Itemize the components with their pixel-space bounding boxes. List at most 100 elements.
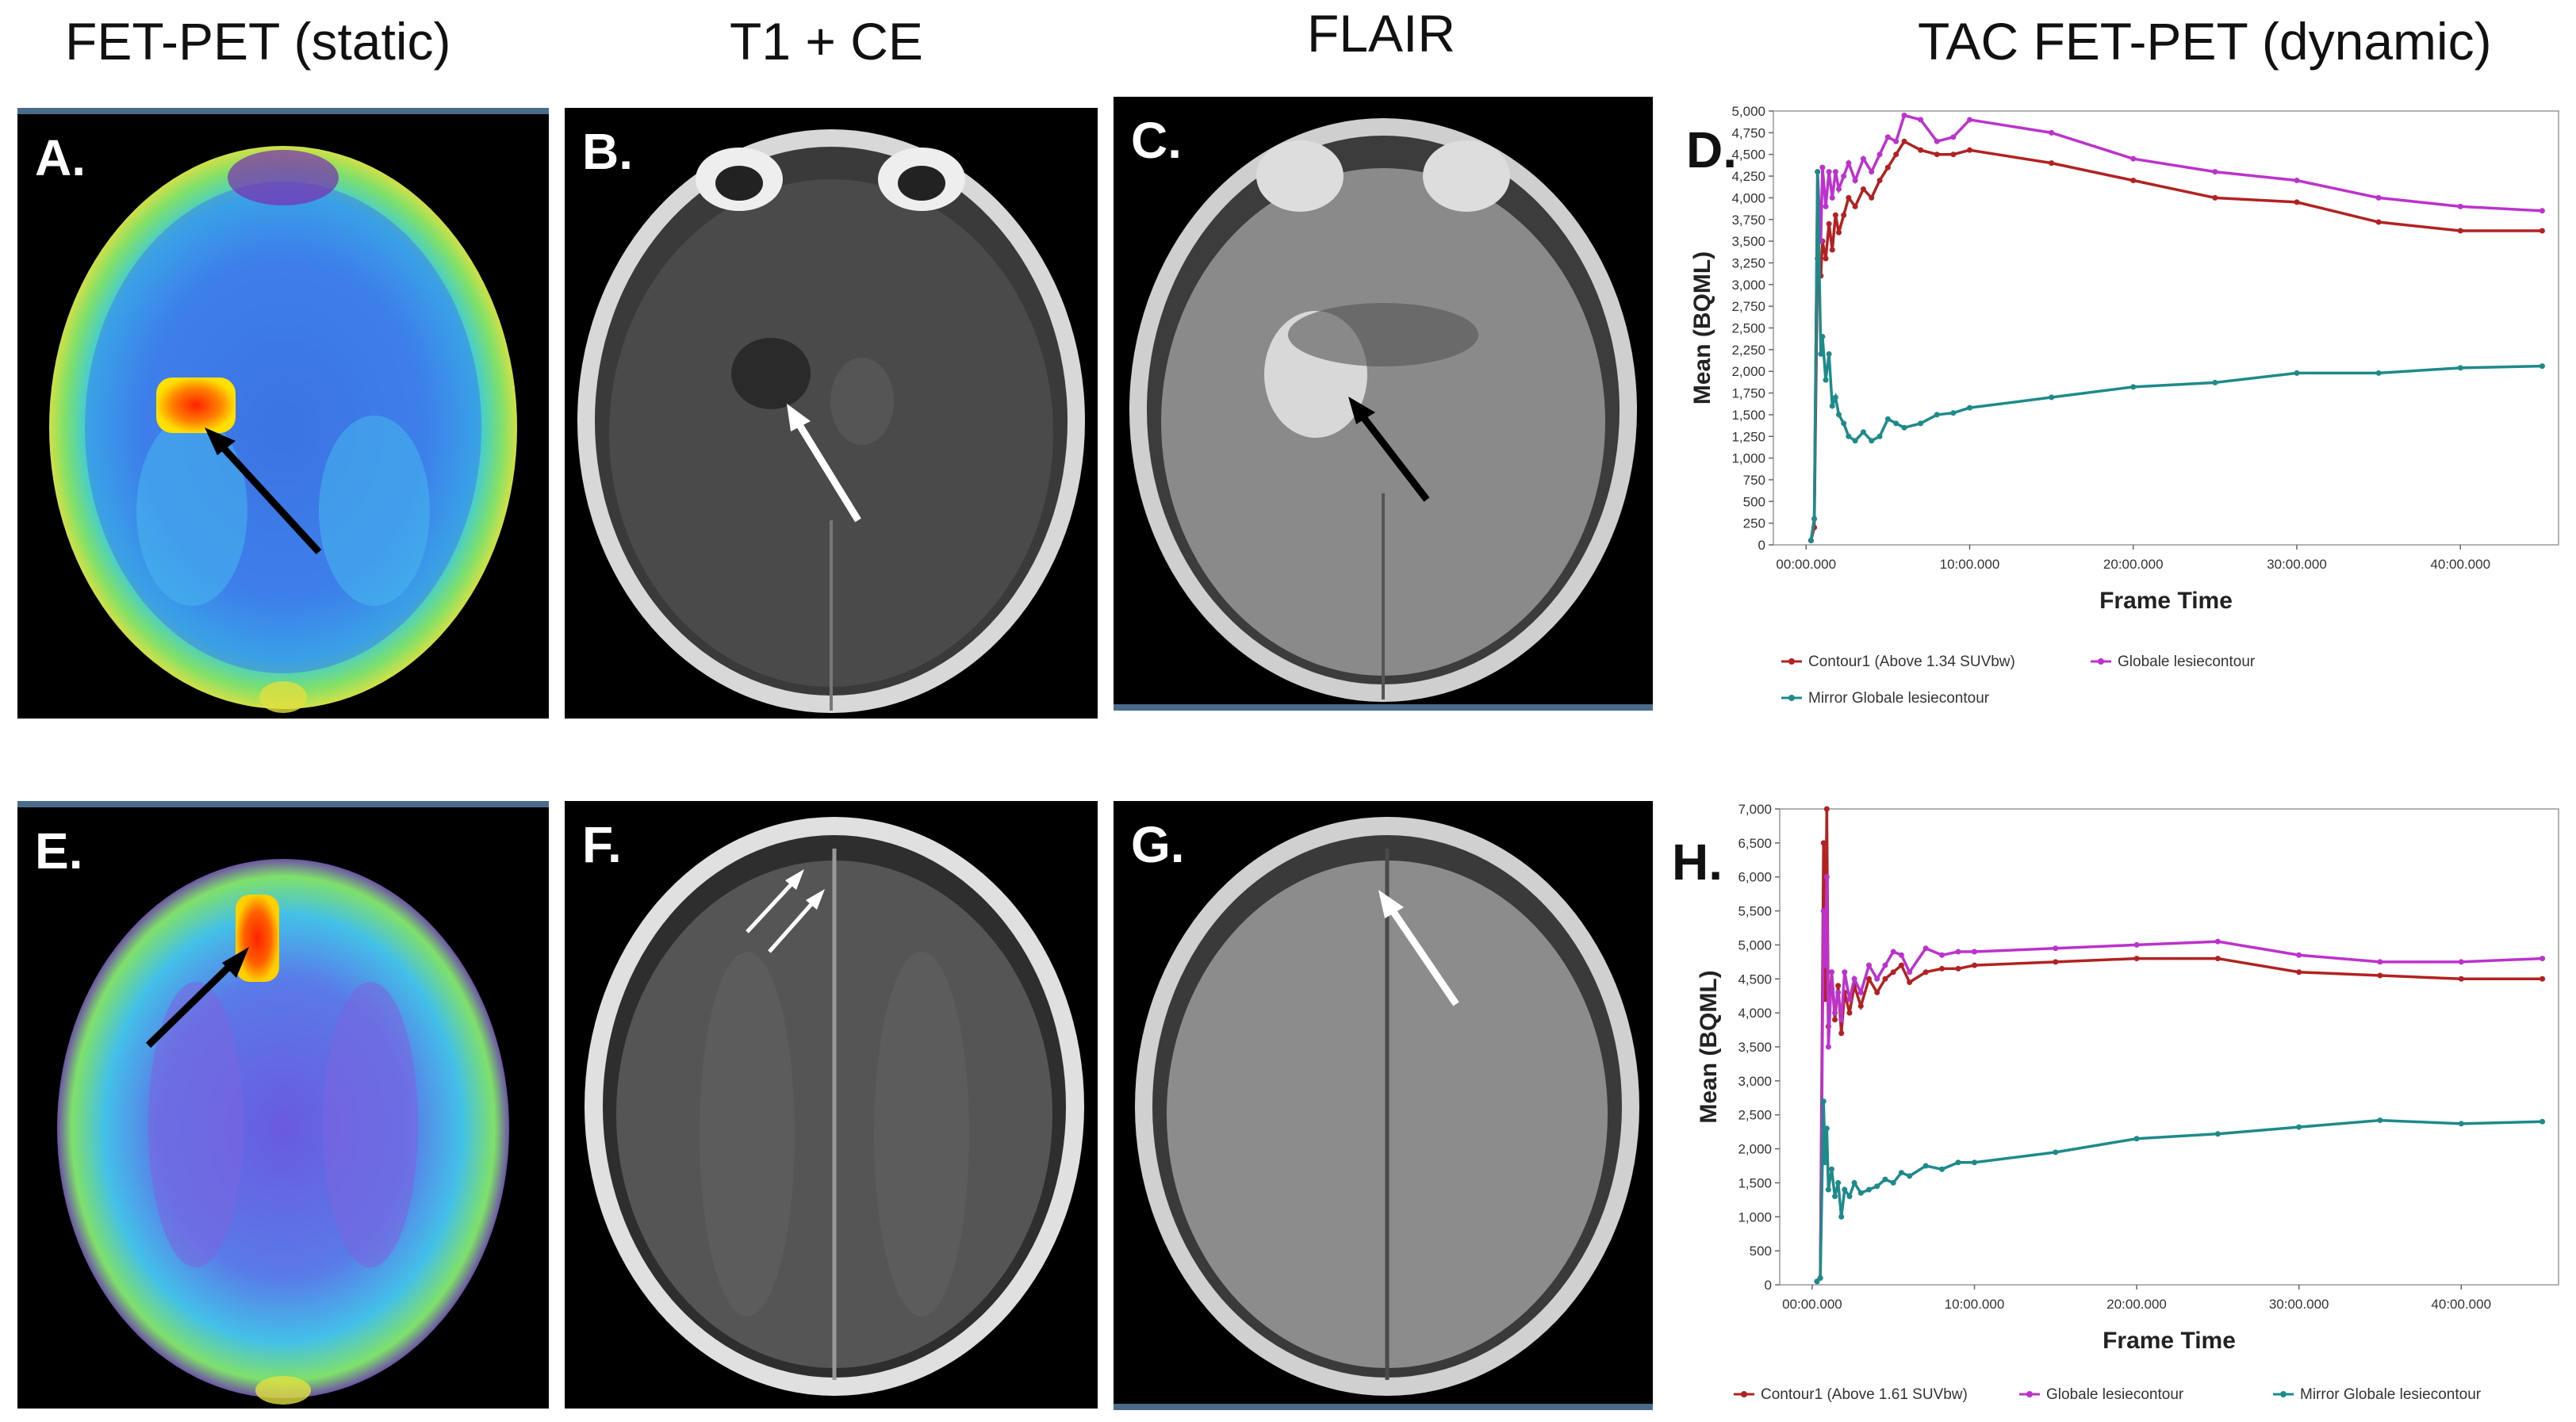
panel-label-a: A. (35, 129, 86, 186)
data-point-1 (1825, 1044, 1831, 1050)
data-point-2 (1874, 1183, 1880, 1190)
data-point-1 (2377, 959, 2383, 965)
legend-label-0: Contour1 (Above 1.34 SUVbw) (1808, 654, 2015, 670)
data-point-1 (1832, 1010, 1838, 1016)
data-point-1 (1890, 949, 1896, 955)
y-tick-label: 4,750 (1731, 125, 1765, 140)
data-point-1 (2049, 129, 2055, 136)
tac-chart-h: 0 500 1,000 1,500 2,000 2,500 3,000 3,500 4,000 4… (1696, 802, 2559, 1403)
data-point-2 (1882, 1176, 1888, 1182)
y-tick-label: 0 (1765, 1278, 1772, 1293)
data-point-0 (1934, 151, 1940, 158)
data-point-2 (2212, 379, 2218, 385)
pet-brain-image (49, 146, 517, 713)
data-point-2 (1841, 420, 1847, 427)
data-point-2 (1811, 516, 1818, 522)
data-point-1 (1846, 996, 1853, 1002)
data-point-1 (1898, 952, 1904, 958)
data-point-0 (1846, 194, 1852, 201)
legend-label-0: Contour1 (Above 1.61 SUVbw) (1761, 1386, 1968, 1403)
data-point-1 (2539, 208, 2545, 214)
y-tick-label: 4,500 (1738, 972, 1772, 987)
column-title-fet-pet: FET-PET (static) (65, 12, 451, 71)
x-tick-label: 20:00.000 (2106, 1297, 2167, 1312)
y-tick-label: 3,000 (1738, 1074, 1772, 1089)
data-point-1 (1822, 962, 1828, 968)
pet-image-panel-a: A. (17, 114, 549, 719)
data-point-1 (1874, 975, 1880, 982)
data-point-2 (1832, 394, 1838, 401)
flair-image-panel-g: G. (1114, 801, 1653, 1409)
data-point-0 (1918, 147, 1924, 153)
legend-label-1: Globale lesiecontour (2118, 654, 2256, 670)
t1-image-panel-f: F. (565, 801, 1098, 1409)
data-point-0 (1939, 965, 1945, 972)
data-point-2 (2214, 1131, 2221, 1137)
data-point-0 (2377, 972, 2383, 979)
y-tick-label: 4,250 (1731, 169, 1765, 184)
data-point-0 (1893, 151, 1899, 158)
data-point-0 (1836, 229, 1842, 236)
y-tick-label: 1,500 (1738, 1175, 1772, 1190)
x-tick-label: 10:00.000 (1940, 557, 2000, 572)
data-point-2 (2458, 1121, 2464, 1127)
data-point-1 (2053, 945, 2059, 952)
y-tick-label: 3,500 (1738, 1040, 1772, 1055)
pet-header-bar (17, 108, 549, 114)
data-point-1 (1866, 962, 1873, 968)
y-tick-label: 250 (1743, 516, 1765, 531)
x-tick-label: 00:00.000 (1782, 1297, 1842, 1312)
x-tick-label: 30:00.000 (2269, 1297, 2329, 1312)
data-point-1 (1893, 138, 1899, 144)
data-point-1 (2212, 169, 2218, 175)
data-point-1 (1838, 1017, 1845, 1023)
tac-chart-d: 0 250 500 750 1,000 1,250 1,500 1,750 2,000 2,250… (1689, 104, 2559, 707)
series-line-1 (1809, 113, 2543, 541)
y-tick-label: 2,500 (1731, 321, 1765, 336)
data-point-2 (1893, 420, 1899, 427)
data-point-0 (1972, 962, 1977, 968)
data-point-2 (1955, 1159, 1961, 1166)
data-point-0 (1967, 147, 1972, 153)
data-point-1 (1972, 949, 1977, 955)
data-point-1 (1851, 975, 1857, 982)
data-point-0 (2540, 975, 2546, 982)
y-tick-label: 0 (1758, 538, 1765, 553)
data-point-2 (2457, 365, 2463, 371)
data-point-1 (1882, 962, 1888, 968)
data-point-1 (1876, 151, 1883, 158)
data-point-2 (1860, 429, 1866, 435)
y-tick-label: 750 (1743, 473, 1765, 488)
x-tick-label: 10:00.000 (1945, 1297, 2005, 1312)
data-point-0 (1860, 186, 1866, 192)
plot-frame (1779, 808, 2559, 1286)
y-tick-label: 4,500 (1731, 148, 1765, 163)
data-point-2 (1846, 1194, 1853, 1200)
x-tick-label: 40:00.000 (2430, 557, 2490, 572)
data-point-0 (2049, 160, 2055, 167)
y-tick-label: 1,750 (1731, 386, 1765, 401)
data-point-2 (2377, 1117, 2383, 1124)
data-point-1 (1852, 178, 1858, 184)
panel-label-f: F. (582, 816, 622, 873)
data-point-1 (1934, 138, 1940, 144)
flair-image-panel-c: C. (1114, 97, 1653, 707)
panel-label-b: B. (582, 123, 633, 180)
data-point-2 (1817, 1274, 1823, 1281)
data-point-1 (1820, 908, 1827, 914)
data-point-2 (1820, 1098, 1827, 1105)
data-point-0 (2133, 956, 2140, 962)
data-point-2 (1842, 1186, 1848, 1193)
data-point-2 (2375, 370, 2382, 376)
data-point-1 (2294, 178, 2300, 184)
legend-marker-0 (1788, 658, 1795, 665)
data-point-0 (2214, 956, 2221, 962)
data-point-2 (2540, 1118, 2546, 1125)
y-tick-label: 1,000 (1738, 1209, 1772, 1225)
data-point-1 (1869, 169, 1875, 175)
data-point-2 (1819, 333, 1826, 339)
data-point-1 (2130, 155, 2137, 162)
data-point-0 (1835, 983, 1842, 989)
arrow-f (746, 869, 825, 953)
data-point-0 (1866, 975, 1873, 982)
